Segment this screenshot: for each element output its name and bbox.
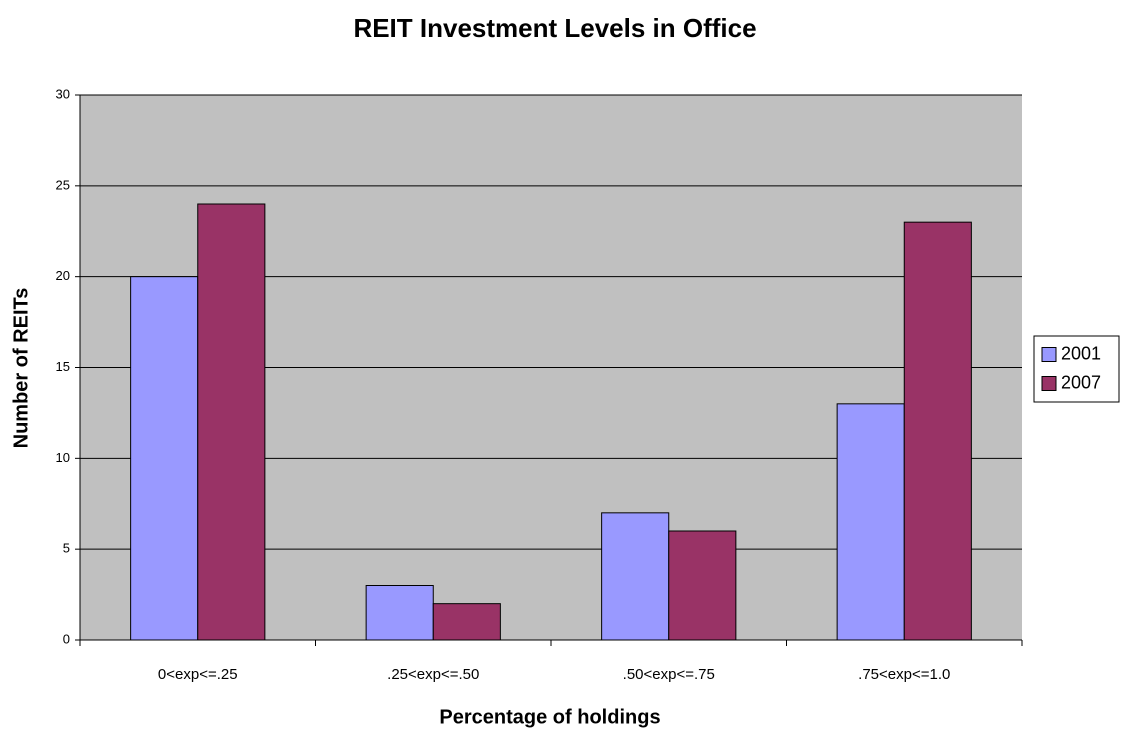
x-tick-label: 0<exp<=.25 [158,666,238,683]
y-tick-label: 30 [56,86,70,101]
bar [130,276,199,641]
legend-label: 2007 [1061,372,1101,392]
x-tick-label: .75<exp<=1.0 [858,666,950,683]
x-tick-label: .25<exp<=.50 [387,666,479,683]
bar [365,585,434,641]
bar [601,512,670,641]
y-tick-label: 25 [56,177,70,192]
y-tick-label: 5 [63,541,70,556]
y-tick-label: 15 [56,359,70,374]
y-tick-label: 0 [63,631,70,646]
legend-label: 2001 [1061,343,1101,363]
bar [432,603,501,641]
legend-swatch [1041,376,1057,391]
chart-title: REIT Investment Levels in Office [353,13,756,43]
legend-swatch [1041,347,1057,362]
y-tick-label: 20 [56,268,70,283]
bar [903,221,972,641]
x-axis-title: Percentage of holdings [439,706,660,728]
y-tick-label: 10 [56,450,70,465]
y-axis-title: Number of REITs [10,288,32,449]
x-tick-label: .50<exp<=.75 [623,666,715,683]
bar [197,203,266,641]
bar [836,403,905,641]
bar [668,530,737,641]
